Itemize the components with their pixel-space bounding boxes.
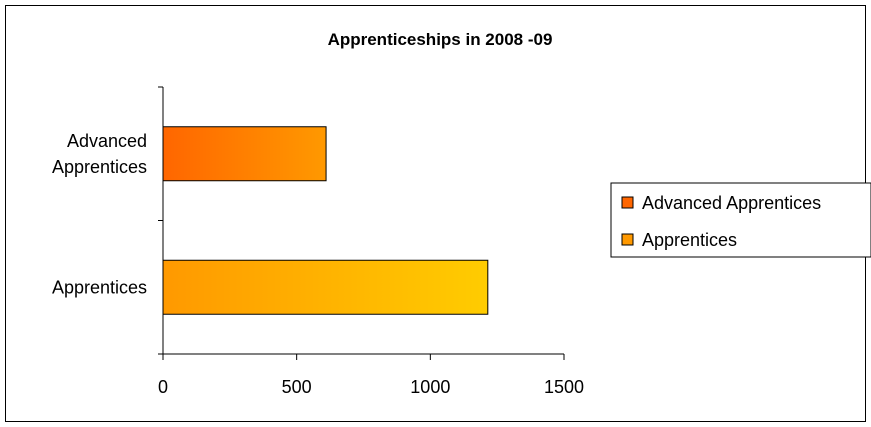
tick-labels: 0 500 1000 1500 <box>158 377 584 397</box>
x-tick-label: 1000 <box>410 377 450 397</box>
legend-label-advanced-apprentices: Advanced Apprentices <box>642 193 821 213</box>
bar-apprentices <box>162 259 489 315</box>
x-tick-label: 500 <box>282 377 312 397</box>
legend-box <box>610 182 871 258</box>
x-tick-label: 0 <box>158 377 168 397</box>
bars <box>162 126 489 315</box>
category-label: Apprentices <box>52 277 147 297</box>
x-tick-label: 1500 <box>544 377 584 397</box>
legend-label-apprentices: Apprentices <box>642 230 737 250</box>
legend: Advanced Apprentices Apprentices <box>610 182 871 258</box>
category-label: Advanced <box>67 131 147 151</box>
bar-advanced-apprentices <box>162 126 327 182</box>
category-label: Apprentices <box>52 157 147 177</box>
chart-title: Apprenticeships in 2008 -09 <box>328 30 553 49</box>
legend-swatch-advanced-apprentices <box>621 196 634 209</box>
legend-swatch-apprentices <box>621 233 634 246</box>
category-labels: Advanced Apprentices Apprentices <box>52 131 147 298</box>
